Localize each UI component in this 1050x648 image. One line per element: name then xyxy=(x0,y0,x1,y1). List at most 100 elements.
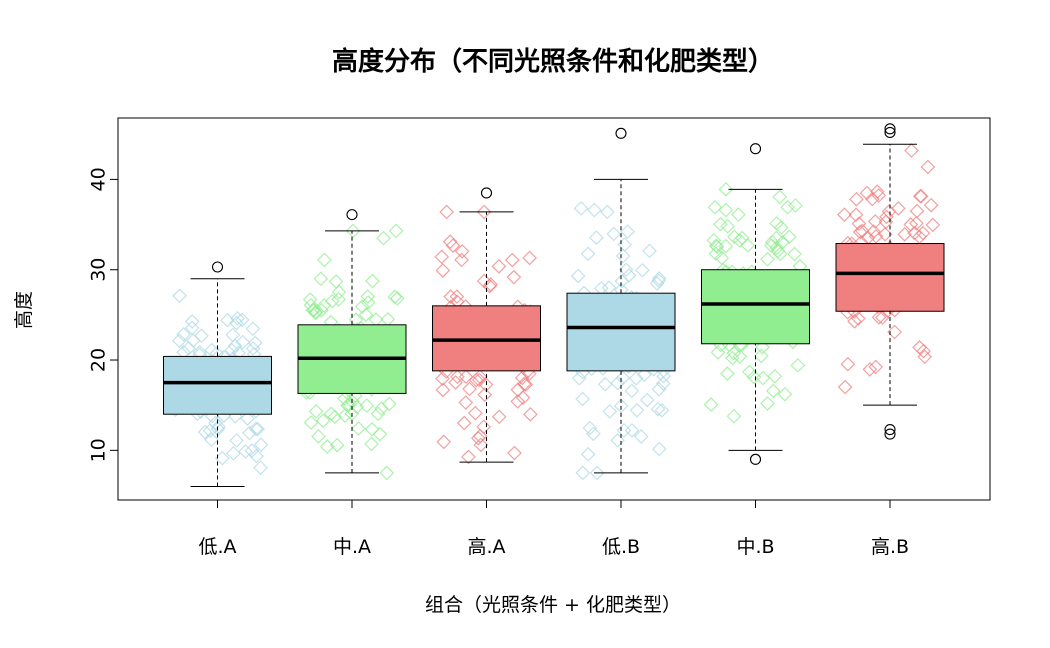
data-point xyxy=(317,252,332,268)
data-point xyxy=(458,395,474,410)
data-point xyxy=(912,188,928,204)
data-point xyxy=(865,191,880,207)
data-point xyxy=(742,364,757,380)
data-point xyxy=(434,249,450,265)
data-point xyxy=(341,397,357,413)
data-point xyxy=(176,327,191,342)
data-point xyxy=(473,437,489,453)
data-point xyxy=(655,376,671,391)
outlier-point xyxy=(211,261,224,273)
data-point xyxy=(925,217,941,233)
data-point xyxy=(770,243,786,259)
data-point xyxy=(345,223,361,239)
data-point xyxy=(468,405,483,421)
data-point xyxy=(240,411,255,426)
x-tick-label: 高.A xyxy=(467,536,505,558)
data-point xyxy=(456,415,472,431)
data-point xyxy=(613,398,629,414)
data-point xyxy=(454,252,469,268)
data-point xyxy=(570,268,586,284)
outlier-point xyxy=(749,453,762,465)
outlier-point xyxy=(615,127,627,139)
data-point xyxy=(726,408,742,424)
data-point xyxy=(372,426,388,442)
data-point xyxy=(850,311,866,326)
data-point xyxy=(777,386,793,402)
data-point xyxy=(303,415,319,430)
data-point xyxy=(740,238,756,253)
data-point xyxy=(868,229,884,244)
data-point xyxy=(854,223,870,239)
data-point xyxy=(235,334,251,350)
data-point xyxy=(610,375,626,391)
data-point xyxy=(877,226,893,242)
data-point xyxy=(435,263,451,278)
data-point xyxy=(354,299,370,314)
data-point xyxy=(461,449,476,465)
data-point xyxy=(225,327,241,343)
data-point xyxy=(376,230,391,246)
data-point xyxy=(471,372,487,388)
data-point xyxy=(780,199,796,215)
data-point xyxy=(890,201,906,216)
data-point xyxy=(477,387,493,403)
data-point xyxy=(311,428,326,444)
data-point xyxy=(476,419,492,435)
plot-area xyxy=(163,123,945,487)
data-point xyxy=(706,233,722,248)
data-point xyxy=(909,215,924,231)
data-point xyxy=(708,238,724,254)
data-point xyxy=(606,226,622,242)
box-body xyxy=(835,243,945,312)
data-point xyxy=(624,383,640,399)
data-point xyxy=(387,289,403,305)
data-point xyxy=(732,233,748,248)
x-tick-label: 低.B xyxy=(602,536,640,558)
data-point xyxy=(710,345,726,360)
data-point xyxy=(450,369,465,385)
data-point xyxy=(651,441,667,457)
box-body xyxy=(163,355,272,415)
data-point xyxy=(586,426,601,442)
data-point xyxy=(790,358,806,373)
data-point xyxy=(620,224,635,240)
data-point xyxy=(313,271,329,287)
data-point xyxy=(329,437,345,453)
outlier-point xyxy=(884,428,896,440)
outlier-point xyxy=(749,143,762,155)
data-point xyxy=(610,433,625,448)
data-point xyxy=(651,271,667,286)
data-point xyxy=(522,250,537,266)
data-point xyxy=(654,403,670,418)
data-point xyxy=(642,243,657,259)
box-group-2 xyxy=(297,209,407,481)
data-point xyxy=(184,320,200,336)
data-point xyxy=(879,209,894,225)
data-point xyxy=(504,252,520,268)
data-point xyxy=(616,423,632,438)
data-point xyxy=(308,404,324,419)
data-point xyxy=(875,310,890,325)
data-point xyxy=(443,289,459,305)
data-point xyxy=(510,394,526,409)
data-point xyxy=(515,390,531,405)
data-point xyxy=(436,434,452,450)
data-point xyxy=(837,207,852,223)
data-point xyxy=(847,313,862,329)
data-point xyxy=(615,248,631,264)
data-point xyxy=(707,199,723,215)
box-group-3 xyxy=(432,187,541,465)
data-point xyxy=(380,311,396,327)
data-point xyxy=(316,298,332,313)
data-point xyxy=(454,244,470,259)
data-point xyxy=(172,288,187,304)
data-point xyxy=(442,234,458,250)
data-point xyxy=(916,343,931,359)
data-point xyxy=(614,273,630,289)
data-point xyxy=(772,189,788,205)
data-point xyxy=(324,293,340,309)
box-group-4 xyxy=(566,127,676,481)
data-point xyxy=(449,289,465,304)
data-point xyxy=(194,328,209,344)
data-point xyxy=(787,246,802,262)
